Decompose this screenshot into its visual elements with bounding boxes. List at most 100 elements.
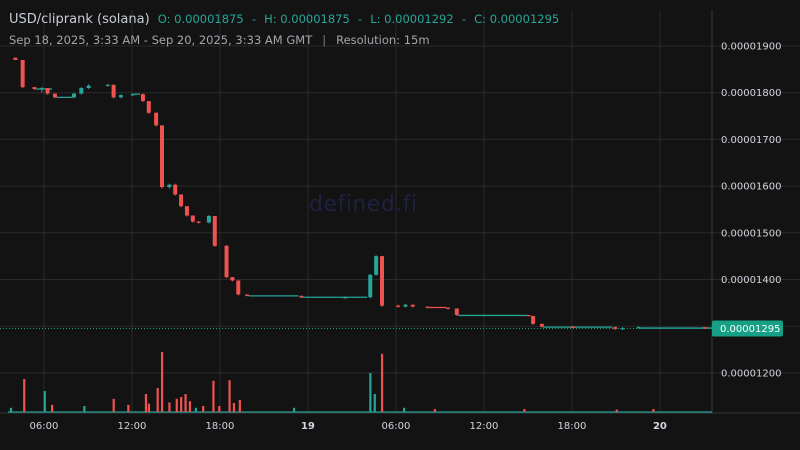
price-tick-label: 0.00001400 — [721, 275, 781, 286]
meta-separator: | — [322, 33, 327, 47]
volume-bar — [147, 403, 150, 412]
volume-bar — [23, 379, 26, 412]
candle-body — [245, 294, 250, 296]
volume-bar — [523, 409, 526, 412]
candle-body — [72, 93, 76, 98]
time-tick-label: 20 — [653, 421, 667, 432]
volume-bar — [218, 406, 221, 412]
time-tick-label: 18:00 — [558, 421, 587, 432]
candle-body — [343, 297, 348, 299]
volume-bar — [127, 404, 130, 412]
volume-bar — [83, 406, 86, 412]
time-tick-label: 06:00 — [30, 421, 59, 432]
candle-body — [620, 328, 625, 330]
candle-body — [52, 93, 57, 98]
candle-body — [236, 280, 241, 295]
volume-bar — [156, 388, 159, 412]
grid-lines — [0, 10, 800, 414]
time-tick-label: 19 — [301, 421, 315, 432]
price-tick-label: 0.00001500 — [721, 228, 781, 239]
candle-body — [410, 304, 415, 307]
candle-body — [154, 112, 159, 126]
volume-bar — [184, 394, 187, 412]
volume-bar — [202, 406, 205, 412]
candle-body — [39, 88, 44, 90]
last-price-tag — [712, 320, 783, 337]
ohlc-dash: - — [251, 12, 256, 26]
pair-name: USD/cliprank (solana) — [9, 12, 150, 27]
volume-bar — [194, 407, 197, 412]
candle-body — [368, 274, 373, 298]
candle-body — [196, 221, 201, 223]
ohlc-dash: - — [357, 12, 363, 26]
candle-body — [184, 206, 189, 216]
volume-bar — [168, 402, 171, 412]
price-tick-label: 0.00001800 — [721, 88, 781, 99]
open-value: O: 0.00001875 — [157, 12, 244, 26]
candle-body — [79, 88, 84, 94]
candle-body — [380, 256, 384, 306]
candle-body — [702, 327, 707, 329]
candle-body — [32, 87, 37, 89]
volume-bar — [238, 400, 241, 412]
time-tick-label: 18:00 — [206, 421, 235, 432]
last-price-label: 0.00001295 — [720, 324, 780, 335]
candles — [13, 57, 712, 330]
high-value: H: 0.00001875 — [264, 12, 350, 26]
time-axis[interactable]: 06:00 12:00 18:00 19 06:00 12:00 18:00 20 — [30, 421, 667, 432]
volume-bar — [180, 397, 183, 412]
candle-body — [425, 306, 430, 308]
volume-bar — [9, 407, 13, 412]
candle-body — [539, 323, 544, 327]
volume-bar — [144, 394, 148, 412]
candle-body — [179, 194, 184, 207]
price-tick-label: 0.00001900 — [721, 42, 781, 53]
candle-body — [130, 94, 135, 96]
volume-bar — [161, 352, 164, 412]
volume-bar — [433, 409, 436, 412]
volume-bar — [175, 398, 178, 412]
volume-bar — [652, 409, 655, 412]
candle-body — [446, 307, 450, 309]
candle-body — [570, 326, 575, 328]
candle-body — [45, 88, 50, 94]
volume-bar — [51, 404, 54, 412]
volume-bar — [112, 398, 115, 412]
candle-body — [374, 256, 379, 275]
ohlc-dash: - — [461, 12, 466, 26]
candle-body — [20, 60, 25, 88]
time-tick-label: 06:00 — [382, 421, 411, 432]
candle-body — [146, 101, 151, 113]
candle-body — [206, 215, 211, 223]
volume-bar — [188, 401, 192, 412]
candle-body — [403, 304, 408, 307]
volume-bar — [369, 373, 372, 412]
candle-body — [396, 305, 401, 307]
candle-body — [173, 184, 178, 195]
watermark: defined.fi — [309, 192, 418, 217]
volume-bars — [8, 352, 712, 413]
candle-body — [118, 95, 123, 98]
volume-bar — [615, 409, 618, 412]
price-tick-label: 0.00001200 — [721, 368, 781, 379]
volume-bar — [43, 391, 46, 412]
candle-body — [86, 85, 91, 89]
title-line: USD/cliprank (solana) O: 0.00001875 - H:… — [9, 10, 559, 29]
candle-body — [190, 215, 195, 222]
candle-body — [224, 245, 229, 278]
candle-body — [636, 327, 641, 329]
resolution-label: Resolution: 15m — [336, 33, 430, 47]
volume-bar — [381, 353, 384, 412]
volume-bar — [373, 394, 376, 412]
candle-body — [531, 315, 536, 324]
volume-bar — [228, 380, 231, 412]
candle-body — [140, 94, 145, 102]
candle-body — [167, 184, 172, 188]
candle-body — [212, 215, 217, 246]
date-range: Sep 18, 2025, 3:33 AM - Sep 20, 2025, 3:… — [9, 33, 313, 47]
time-tick-label: 12:00 — [118, 421, 147, 432]
candle-body — [454, 308, 459, 315]
price-tick-label: 0.00001700 — [721, 135, 781, 146]
price-axis[interactable]: 0.000012000.000013000.000014000.00001500… — [712, 42, 783, 380]
